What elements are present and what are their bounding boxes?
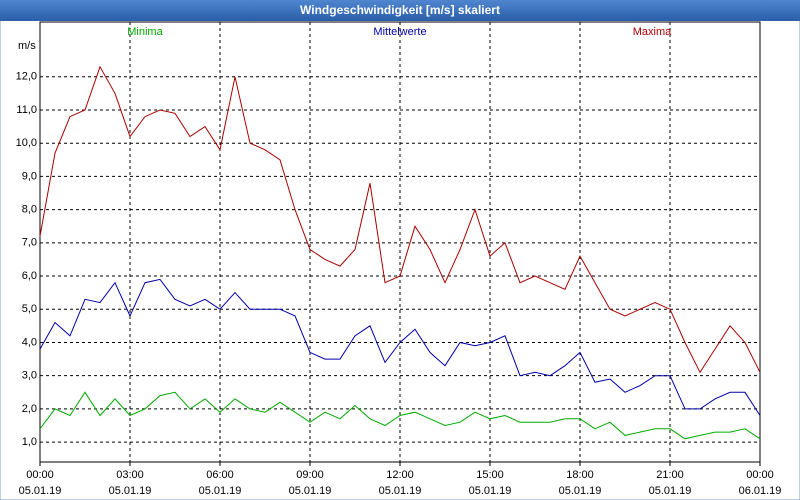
x-tick-date: 05.01.19 (19, 485, 62, 497)
y-tick-label: 5,0 (22, 303, 37, 315)
x-tick-date: 05.01.19 (649, 485, 692, 497)
y-tick-label: 4,0 (22, 336, 37, 348)
x-tick-date: 06.01.19 (739, 485, 782, 497)
y-tick-label: 6,0 (22, 270, 37, 282)
y-tick-label: 11,0 (16, 104, 37, 116)
legend-entry: Minima (127, 26, 163, 38)
x-tick-label: 15:00 (476, 469, 504, 481)
x-tick-date: 05.01.19 (109, 485, 152, 497)
y-tick-label: 9,0 (22, 170, 37, 182)
x-tick-date: 05.01.19 (469, 485, 512, 497)
chart-title: Windgeschwindigkeit [m/s] skaliert (300, 3, 500, 17)
y-tick-label: 8,0 (22, 204, 37, 216)
y-tick-label: 12,0 (16, 71, 37, 83)
x-tick-label: 00:00 (746, 469, 774, 481)
x-tick-date: 05.01.19 (289, 485, 332, 497)
x-tick-label: 00:00 (26, 469, 54, 481)
x-tick-date: 05.01.19 (559, 485, 602, 497)
series-line (39, 391, 761, 440)
title-bar (0, 0, 800, 21)
legend-entry: Mittelwerte (373, 26, 426, 38)
x-tick-date: 05.01.19 (199, 485, 242, 497)
x-tick-label: 06:00 (206, 469, 234, 481)
y-tick-label: 1,0 (22, 436, 37, 448)
x-tick-label: 09:00 (296, 469, 324, 481)
series-line (39, 65, 761, 374)
legend-entry: Maxima (633, 26, 672, 38)
x-tick-date: 05.01.19 (379, 485, 422, 497)
x-tick-label: 18:00 (566, 469, 594, 481)
x-tick-label: 03:00 (116, 469, 144, 481)
y-tick-label: 10,0 (16, 137, 37, 149)
x-tick-label: 21:00 (656, 469, 684, 481)
y-tick-label: 3,0 (22, 370, 37, 382)
y-tick-label: 7,0 (22, 237, 37, 249)
y-tick-label: 2,0 (22, 403, 37, 415)
series-line (39, 278, 761, 416)
x-tick-label: 12:00 (386, 469, 414, 481)
y-unit-label: m/s (18, 40, 36, 52)
